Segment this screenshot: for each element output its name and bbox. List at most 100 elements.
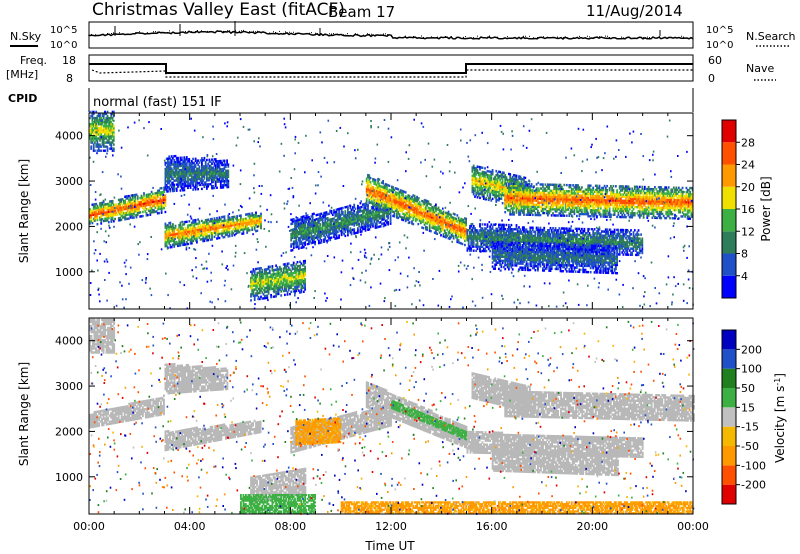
power-cell xyxy=(334,229,337,232)
power-cell xyxy=(596,198,598,202)
power-cell xyxy=(482,197,485,200)
power-cell xyxy=(528,199,530,202)
power-cell xyxy=(241,218,244,221)
power-cell xyxy=(284,293,286,297)
power-cell xyxy=(481,174,484,178)
power-cell xyxy=(474,195,476,198)
power-cell xyxy=(481,191,484,194)
power-cell xyxy=(611,199,613,202)
power-cell xyxy=(359,220,362,223)
power-cell xyxy=(301,229,304,233)
power-cell xyxy=(344,210,347,213)
power-cell xyxy=(477,184,480,187)
power-cell xyxy=(408,215,411,218)
power-cell xyxy=(451,224,454,227)
power-cell xyxy=(184,237,187,240)
power-cell xyxy=(119,208,121,212)
power-cell xyxy=(492,181,495,184)
power-cell xyxy=(353,216,356,219)
power-cell xyxy=(300,240,303,243)
power-cell xyxy=(117,219,120,222)
power-cell xyxy=(164,188,167,191)
power-cell xyxy=(387,200,389,203)
power-cell xyxy=(300,270,303,273)
power-cell xyxy=(368,224,371,227)
power-cell xyxy=(576,206,578,209)
power-cell xyxy=(482,189,485,192)
power-cell xyxy=(526,187,529,190)
power-cell xyxy=(313,231,315,234)
power-cell xyxy=(565,190,568,193)
power-cell xyxy=(369,187,372,190)
power-cell xyxy=(528,189,530,192)
power-cell xyxy=(418,219,421,222)
power-cell xyxy=(360,205,363,209)
power-cell xyxy=(559,194,562,197)
power-cell xyxy=(119,212,121,216)
power-cell xyxy=(408,217,411,220)
power-cell xyxy=(349,212,352,216)
power-cell xyxy=(389,218,392,221)
power-cell xyxy=(547,205,549,209)
power-cell xyxy=(211,238,213,241)
power-cell xyxy=(233,225,236,229)
power-cell xyxy=(285,266,288,270)
power-cell xyxy=(131,214,134,217)
power-cell xyxy=(344,228,347,231)
power-cell xyxy=(145,197,148,201)
power-cell xyxy=(252,220,255,223)
power-cell xyxy=(416,208,418,211)
power-cell xyxy=(560,191,563,195)
power-cell xyxy=(423,198,426,202)
power-cell xyxy=(193,231,196,234)
power-cell xyxy=(602,199,605,202)
power-cell xyxy=(299,268,301,272)
power-cell xyxy=(593,198,596,202)
power-cell xyxy=(545,193,548,196)
power-cell xyxy=(387,190,389,193)
power-cell xyxy=(184,231,187,234)
power-cell xyxy=(115,211,118,214)
power-cell xyxy=(481,178,484,182)
power-cell xyxy=(372,194,374,197)
power-cell xyxy=(524,203,527,206)
power-cell xyxy=(213,229,216,232)
power-cell xyxy=(111,216,114,219)
power-cell xyxy=(530,209,533,212)
power-cell xyxy=(511,198,514,202)
power-cell xyxy=(509,177,512,180)
power-cell xyxy=(188,220,191,223)
power-cell xyxy=(252,288,255,291)
power-cell xyxy=(583,208,586,212)
power-cell xyxy=(291,242,294,246)
power-cell xyxy=(524,180,527,184)
power-cell xyxy=(136,205,139,208)
power-cell xyxy=(584,212,587,216)
power-cell xyxy=(272,289,275,292)
power-cell xyxy=(289,284,291,288)
power-cell xyxy=(394,205,397,208)
power-cell xyxy=(589,198,592,202)
power-cell xyxy=(190,242,193,245)
power-cell xyxy=(464,227,466,230)
power-cell xyxy=(372,223,374,226)
power-cell xyxy=(189,223,192,227)
power-cell xyxy=(228,218,231,221)
power-cell xyxy=(504,196,507,200)
power-cell xyxy=(242,224,245,227)
power-cell xyxy=(99,216,101,219)
power-cell xyxy=(377,200,379,203)
power-cell xyxy=(294,223,296,227)
power-cell xyxy=(92,217,95,220)
power-cell xyxy=(202,237,204,241)
power-cell xyxy=(133,206,135,209)
power-cell xyxy=(514,178,517,181)
power-cell xyxy=(513,203,515,206)
power-cell xyxy=(360,218,363,221)
power-cell xyxy=(521,205,524,208)
power-cell xyxy=(587,186,590,189)
power-cell xyxy=(489,180,491,184)
power-cell xyxy=(386,206,388,209)
power-cell xyxy=(208,230,211,233)
power-cell xyxy=(212,225,215,229)
